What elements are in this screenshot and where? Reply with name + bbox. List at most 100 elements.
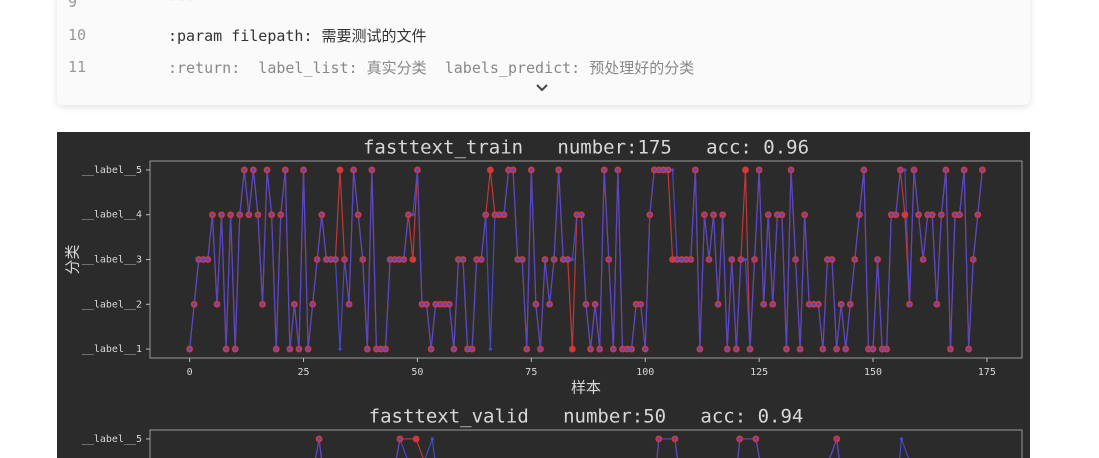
true-point <box>336 166 344 174</box>
predict-point <box>962 168 966 172</box>
predict-point <box>639 302 643 306</box>
predict-point <box>598 347 602 351</box>
x-tick-label: 125 <box>750 367 768 378</box>
predict-point <box>721 213 725 217</box>
predict-point <box>333 257 338 262</box>
predict-point <box>885 347 889 351</box>
predict-point <box>256 213 260 217</box>
predict-point <box>957 213 962 217</box>
predict-point <box>456 257 461 262</box>
predict-point <box>424 302 429 306</box>
predict-point <box>771 302 775 306</box>
predict-point <box>529 168 533 172</box>
predict-point <box>762 302 766 306</box>
predict-point <box>534 302 538 306</box>
predict-point <box>716 302 720 306</box>
predict-point <box>871 347 875 351</box>
predict-point <box>857 213 861 217</box>
predict-point <box>948 347 953 351</box>
predict-point <box>643 347 647 351</box>
predict-point <box>689 257 693 262</box>
predict-point <box>593 302 597 306</box>
predict-point <box>520 257 524 262</box>
predict-point <box>206 257 210 262</box>
predict-point <box>971 257 975 262</box>
predict-point <box>743 257 748 262</box>
predict-point <box>657 437 661 441</box>
predict-point <box>347 302 351 306</box>
predict-point <box>224 347 228 351</box>
predict-point <box>511 168 515 172</box>
x-axis-label: 样本 <box>571 379 601 397</box>
predict-point <box>393 257 397 262</box>
predict-point <box>707 257 711 262</box>
predict-point <box>356 213 360 217</box>
predict-point <box>702 213 707 217</box>
predict-point <box>292 302 297 306</box>
predict-point <box>575 213 579 217</box>
predict-point <box>452 347 456 351</box>
predict-point <box>260 302 265 306</box>
true-point <box>742 166 749 174</box>
predict-point <box>625 347 629 351</box>
predict-point <box>657 168 661 172</box>
predict-point <box>297 347 301 351</box>
predict-point <box>935 302 939 306</box>
expand-icon[interactable] <box>535 83 549 93</box>
true-point <box>568 345 576 353</box>
predict-point <box>588 347 593 351</box>
predict-point <box>506 168 511 172</box>
predict-point <box>242 168 246 172</box>
code-line: :param filepath: 需要测试的文件 <box>168 27 427 45</box>
predict-point <box>342 257 347 262</box>
predict-point <box>748 347 752 351</box>
predict-point <box>370 168 374 172</box>
predict-point <box>547 302 552 306</box>
predict-point <box>698 347 702 351</box>
predict-point <box>488 347 492 351</box>
predict-point <box>620 347 625 351</box>
y-tick-label: __label__5 <box>82 165 142 176</box>
predict-point <box>754 437 758 441</box>
predict-point <box>835 437 839 441</box>
predict-point <box>898 168 902 172</box>
predict-point <box>570 257 574 262</box>
predict-point <box>830 257 834 262</box>
predict-point <box>953 213 957 217</box>
predict-point <box>738 437 742 441</box>
predict-point <box>306 347 310 351</box>
x-tick-label: 175 <box>978 367 996 378</box>
predict-point <box>848 302 852 306</box>
predict-point <box>812 302 816 306</box>
predict-point <box>383 347 388 351</box>
predict-point <box>470 347 474 351</box>
predict-point <box>752 257 757 262</box>
predict-point <box>821 347 825 351</box>
predict-point <box>803 213 807 217</box>
predict-point <box>602 168 606 172</box>
predict-point <box>233 347 237 351</box>
predict-point <box>388 257 392 262</box>
predict-point <box>238 213 242 217</box>
predict-point <box>251 168 256 172</box>
predict-point <box>201 257 205 262</box>
predict-point <box>661 168 666 172</box>
predict-point <box>315 257 319 262</box>
predict-point <box>516 257 520 262</box>
plot-frame <box>149 429 1023 458</box>
y-tick-label: __label__5 <box>82 434 142 445</box>
predict-point <box>429 347 433 351</box>
predict-point <box>497 213 502 217</box>
predict-point <box>734 347 738 351</box>
predict-point <box>210 213 215 217</box>
predict-point <box>789 168 793 172</box>
predict-point <box>766 213 770 217</box>
predict-point <box>899 437 904 441</box>
predict-point <box>579 213 584 217</box>
predict-point <box>493 213 497 217</box>
predict-point <box>684 257 688 262</box>
predict-point <box>844 347 848 351</box>
predict-point <box>967 347 971 351</box>
predict-point <box>798 347 802 351</box>
